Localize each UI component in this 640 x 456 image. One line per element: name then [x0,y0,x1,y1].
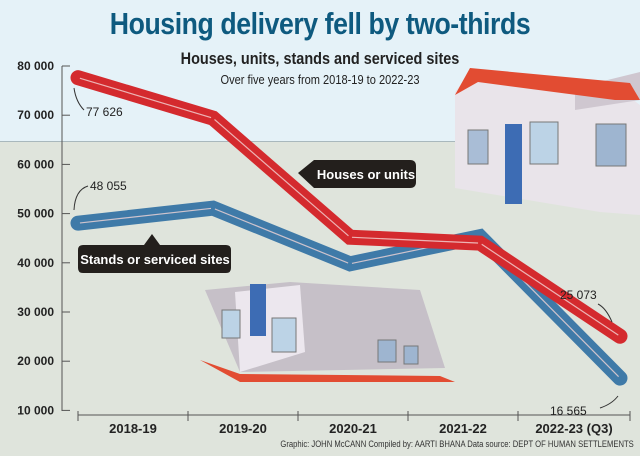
leader-line [599,395,619,409]
y-tick-label: 30 000 [17,305,54,319]
legend-label-stands: Stands or serviced sites [80,252,230,267]
data-label: 77 626 [86,105,123,119]
house-part [467,129,489,165]
y-tick-label: 60 000 [17,157,54,171]
data-point [348,261,352,266]
x-tick-label: 2022-23 (Q3) [535,421,612,436]
y-tick-label: 80 000 [17,59,54,73]
house-part [505,124,522,204]
leader-line [73,87,85,111]
chart-subtitle-2: Over five years from 2018-19 to 2022-23 [220,72,420,87]
legend-box-houses [298,160,416,188]
y-tick-label: 70 000 [17,108,54,122]
y-tick-label: 20 000 [17,354,54,368]
house-part [377,339,397,363]
data-point [211,116,215,121]
legend-box-stands [78,234,231,273]
house-part [529,121,559,165]
y-tick-label: 40 000 [17,256,54,270]
data-label: 25 073 [560,288,597,302]
chart-subtitle: Houses, units, stands and serviced sites [180,49,460,68]
leader-line [597,303,613,323]
data-point [478,241,482,246]
credits: Graphic: JOHN McCANN Compiled by: AARTI … [280,439,634,449]
data-label: 16 565 [550,404,587,418]
data-point [211,206,215,211]
house-part [595,123,627,167]
y-tick-label: 50 000 [17,207,54,221]
legend-label-houses: Houses or units [317,167,415,182]
data-point [348,235,352,240]
y-tick-label: 10 000 [17,403,54,417]
house-part [403,345,419,365]
leader-line [73,185,89,211]
data-point [618,334,622,339]
chart-title: Housing delivery fell by two-thirds [109,6,531,41]
data-point [76,221,80,226]
data-point [618,376,622,381]
house-part [221,309,241,339]
x-tick-label: 2020-21 [329,421,377,436]
house-part [200,360,455,382]
x-tick-label: 2019-20 [219,421,267,436]
house-part [250,284,266,336]
fallen-house-illustration [200,282,455,382]
data-point [76,75,80,80]
house-part [455,68,640,100]
x-tick-label: 2018-19 [109,421,157,436]
data-label: 48 055 [90,179,127,193]
house-part [271,317,297,353]
x-tick-label: 2021-22 [439,421,487,436]
house-illustration [455,68,640,215]
